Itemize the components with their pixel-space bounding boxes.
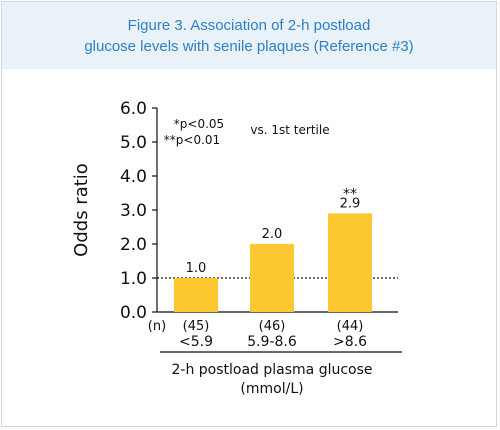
bar-value-label: 1.0: [186, 261, 207, 276]
figure-title-line-2: glucose levels with senile plaques (Refe…: [84, 37, 414, 55]
legend-note: vs. 1st tertile: [250, 123, 329, 137]
y-tick-label: 3.0: [120, 201, 147, 221]
bar-value-label: 2.0: [262, 227, 283, 242]
n-value: (45): [183, 319, 210, 334]
figure-title-line-1: Figure 3. Association of 2-h postload: [127, 16, 371, 34]
x-axis-unit: (mmol/L): [240, 381, 303, 397]
category-label: 5.9-8.6: [247, 334, 297, 350]
bar: [250, 244, 294, 312]
y-tick-label: 6.0: [120, 99, 147, 119]
bar: [174, 278, 218, 312]
category-label: >8.6: [333, 334, 367, 350]
y-tick-label: 2.0: [120, 235, 147, 255]
y-tick-label: 1.0: [120, 269, 147, 289]
legend-line-2: **p<0.01: [164, 133, 220, 147]
n-value: (46): [259, 319, 286, 334]
bar-value-label: 2.9: [340, 196, 361, 211]
y-axis-title: Odds ratio: [71, 163, 92, 257]
n-label: (n): [148, 319, 166, 334]
y-tick-label: 0.0: [120, 303, 147, 323]
bar: [328, 213, 372, 312]
significance-marker: **: [343, 186, 357, 202]
category-label: <5.9: [179, 334, 213, 350]
figure-header: Figure 3. Association of 2-h postload gl…: [2, 2, 496, 69]
legend-line-1: *p<0.05: [174, 117, 224, 131]
y-tick-label: 4.0: [120, 167, 147, 187]
y-tick-label: 5.0: [120, 133, 147, 153]
n-value: (44): [337, 319, 364, 334]
x-axis-title: 2-h postload plasma glucose: [171, 362, 372, 378]
